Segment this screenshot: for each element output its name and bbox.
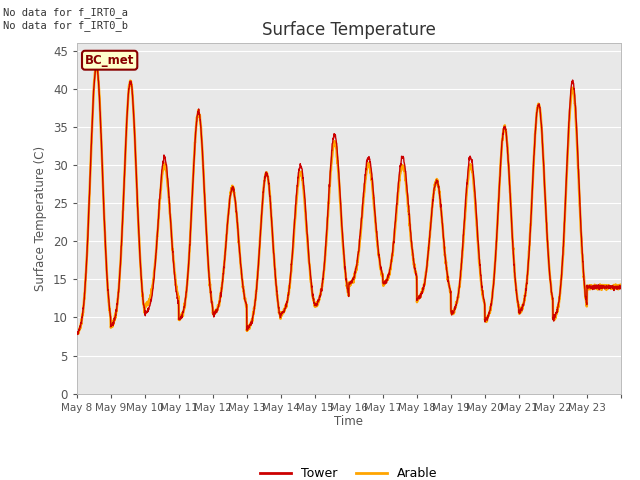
X-axis label: Time: Time <box>334 415 364 429</box>
Y-axis label: Surface Temperature (C): Surface Temperature (C) <box>35 146 47 291</box>
Text: No data for f_IRT0_a
No data for f_IRT0_b: No data for f_IRT0_a No data for f_IRT0_… <box>3 7 128 31</box>
Legend: Tower, Arable: Tower, Arable <box>255 462 443 480</box>
Title: Surface Temperature: Surface Temperature <box>262 21 436 39</box>
Text: BC_met: BC_met <box>85 54 134 67</box>
